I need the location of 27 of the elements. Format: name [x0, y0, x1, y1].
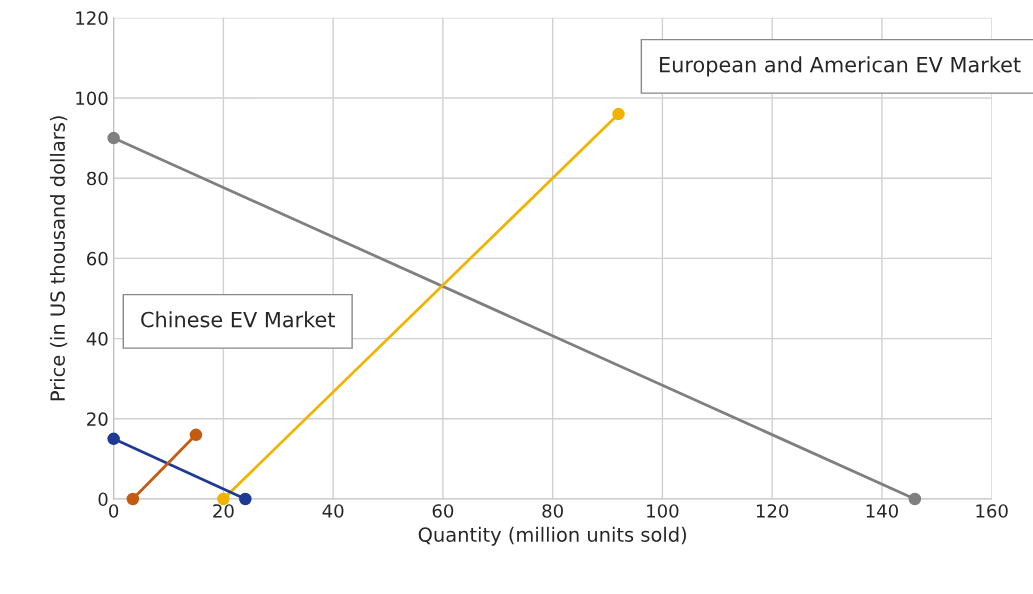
x-tick-label: 140	[866, 504, 898, 518]
x-tick-label: 100	[647, 504, 679, 518]
point	[189, 428, 203, 442]
point	[107, 131, 120, 145]
y-tick-label: 0	[98, 492, 108, 507]
point	[612, 107, 625, 121]
y-axis-title: Price (in US thousand dollars)	[49, 116, 68, 401]
y-tick-label: 80	[87, 171, 108, 186]
y-tick-label: 20	[87, 412, 108, 426]
y-tick-label: 120	[76, 11, 108, 25]
point	[239, 492, 252, 506]
annotation: European and American EV Market	[660, 56, 1021, 77]
x-tick-label: 0	[109, 504, 119, 518]
x-tick-label: 80	[542, 504, 563, 518]
annotation: Chinese EV Market	[141, 311, 335, 328]
x-tick-label: 120	[756, 504, 789, 518]
x-tick-label: 40	[322, 504, 344, 518]
point	[107, 432, 120, 446]
x-tick-label: 20	[213, 504, 234, 518]
y-tick-label: 60	[87, 251, 108, 266]
y-tick-label: 40	[86, 332, 108, 346]
x-tick-label: 60	[432, 504, 454, 518]
point	[908, 492, 922, 506]
y-tick-label: 100	[76, 91, 108, 106]
x-axis-title: Quantity (million units sold)	[418, 526, 687, 546]
x-tick-label: 160	[976, 504, 1008, 518]
point	[126, 492, 140, 506]
